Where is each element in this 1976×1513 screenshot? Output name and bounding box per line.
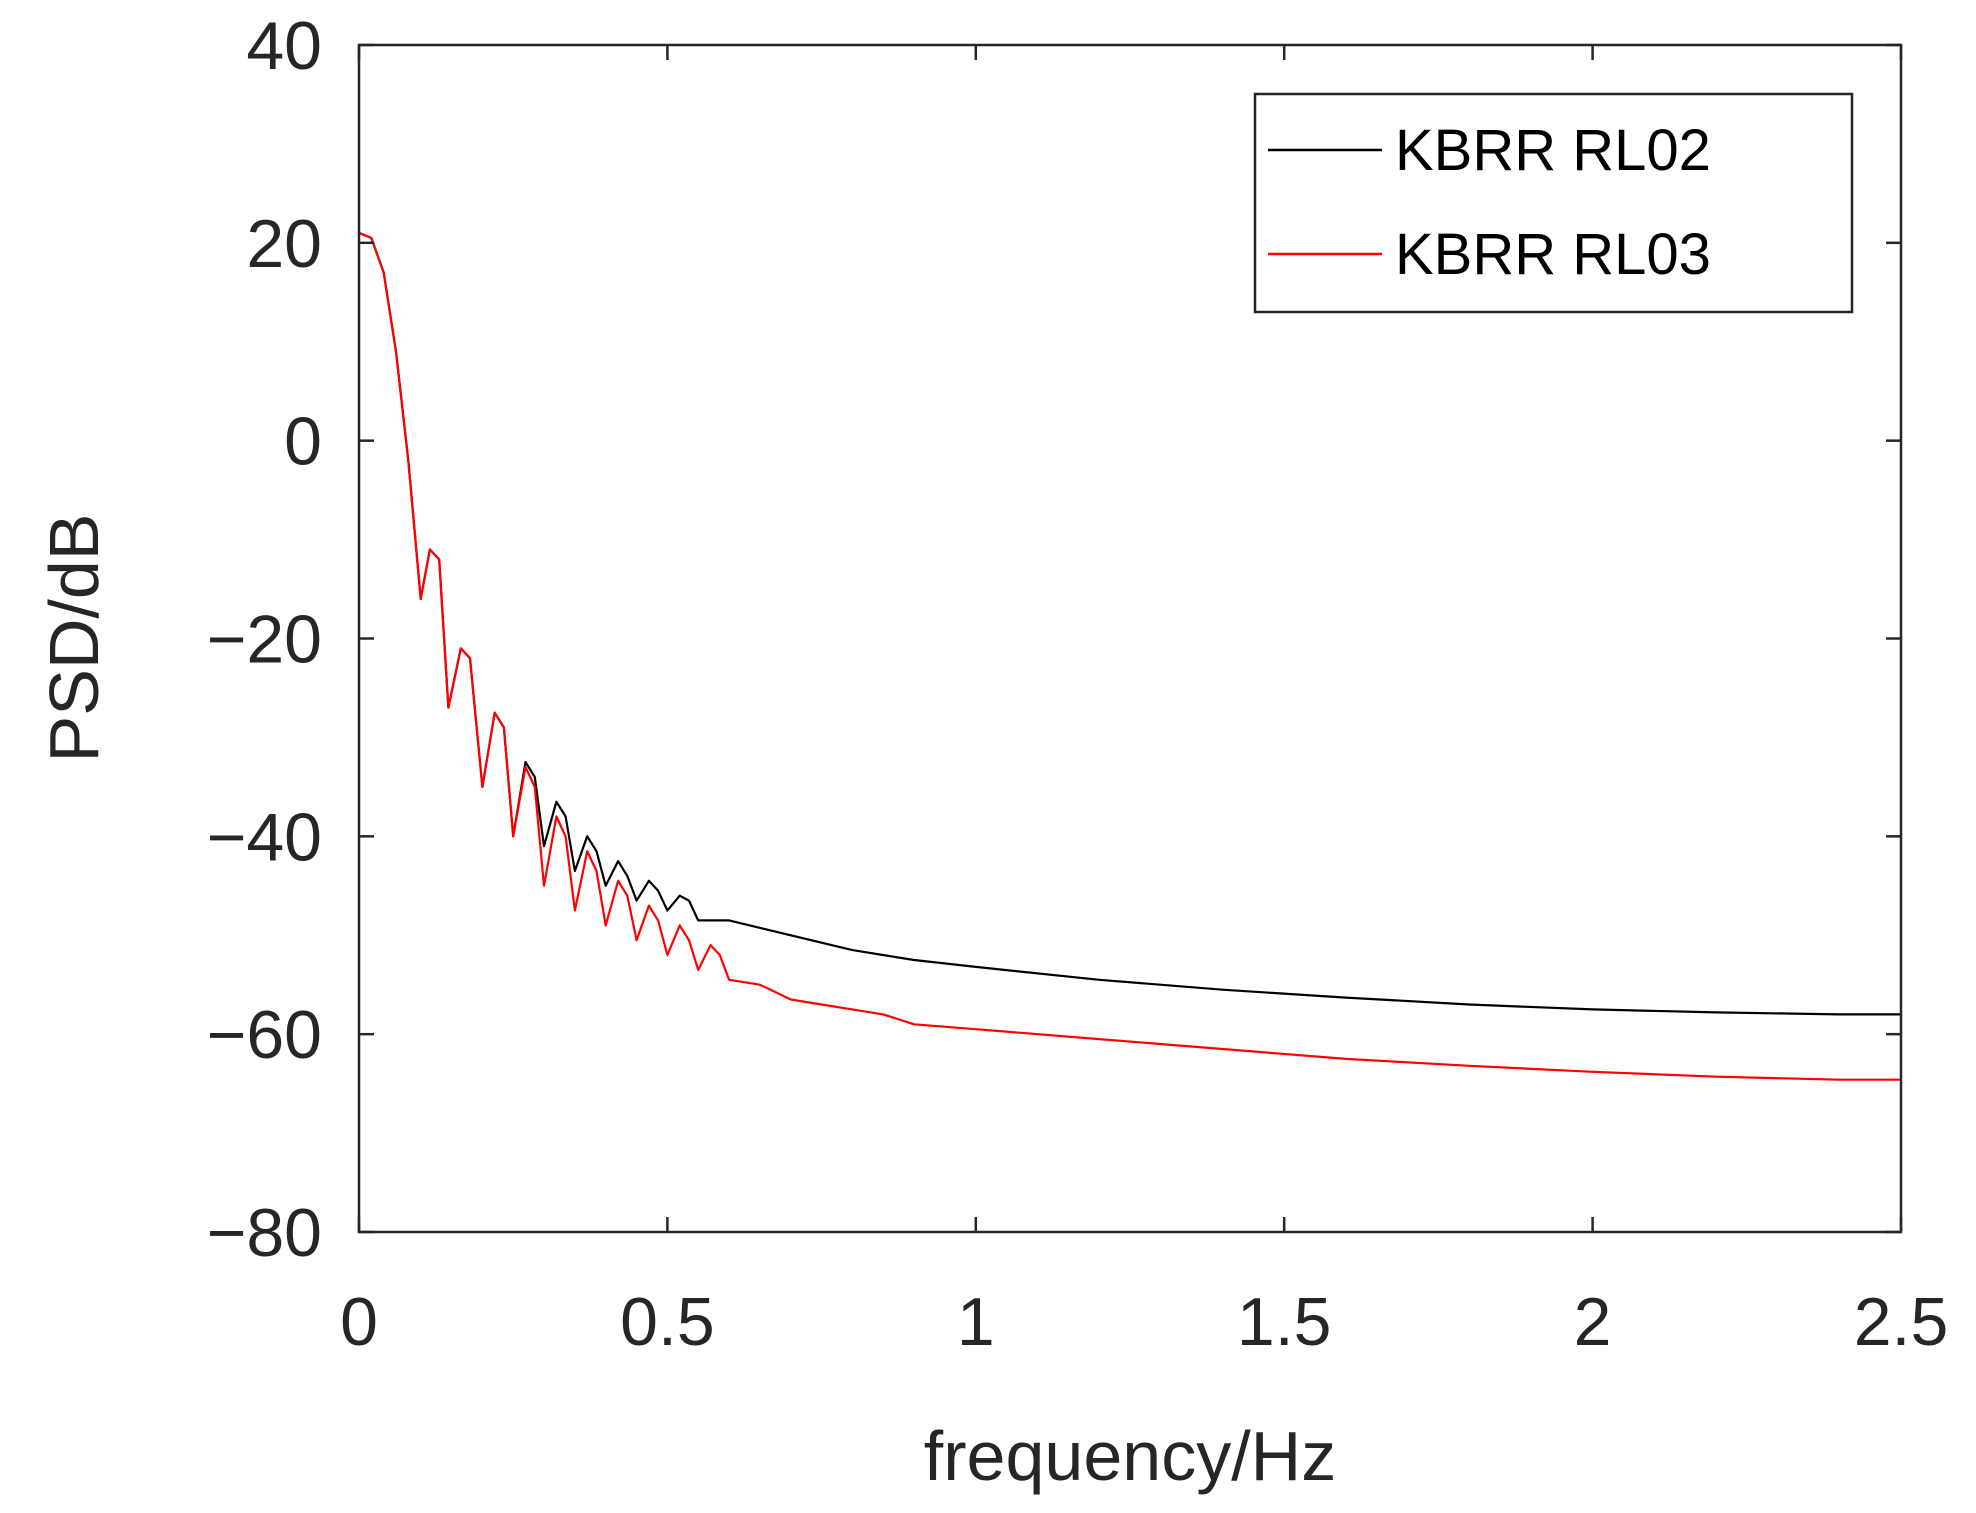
- y-tick-label: 0: [284, 404, 322, 480]
- y-tick-label: 40: [246, 8, 322, 84]
- x-tick-label: 0.5: [620, 1284, 715, 1360]
- legend-label-rl03: KBRR RL03: [1395, 222, 1711, 287]
- y-tick-label: 20: [246, 206, 322, 282]
- legend-box: [1253, 92, 1854, 314]
- y-tick-label: −60: [207, 997, 322, 1073]
- x-ticks: 0 0.5 1 1.5 2 2.5: [340, 45, 1948, 1360]
- x-tick-label: 0: [340, 1284, 378, 1360]
- series-layer: [358, 231, 1901, 1081]
- y-tick-label: −40: [207, 799, 322, 875]
- y-tick-label: −20: [207, 602, 322, 678]
- x-tick-label: 2.5: [1854, 1284, 1949, 1360]
- x-tick-label: 2: [1574, 1284, 1612, 1360]
- legend: KBRR RL02 KBRR RL03: [1253, 92, 1854, 314]
- x-tick-label: 1.5: [1237, 1284, 1332, 1360]
- y-axis-title: PSD/dB: [35, 514, 113, 763]
- x-axis-title: frequency/Hz: [924, 1417, 1336, 1495]
- y-ticks: 40 20 0 −20 −40 −60 −80: [207, 8, 1901, 1271]
- x-tick-label: 1: [957, 1284, 995, 1360]
- legend-label-rl02: KBRR RL02: [1395, 118, 1711, 183]
- series-line-kbrr-rl03: [358, 231, 1901, 1081]
- y-tick-label: −80: [207, 1195, 322, 1271]
